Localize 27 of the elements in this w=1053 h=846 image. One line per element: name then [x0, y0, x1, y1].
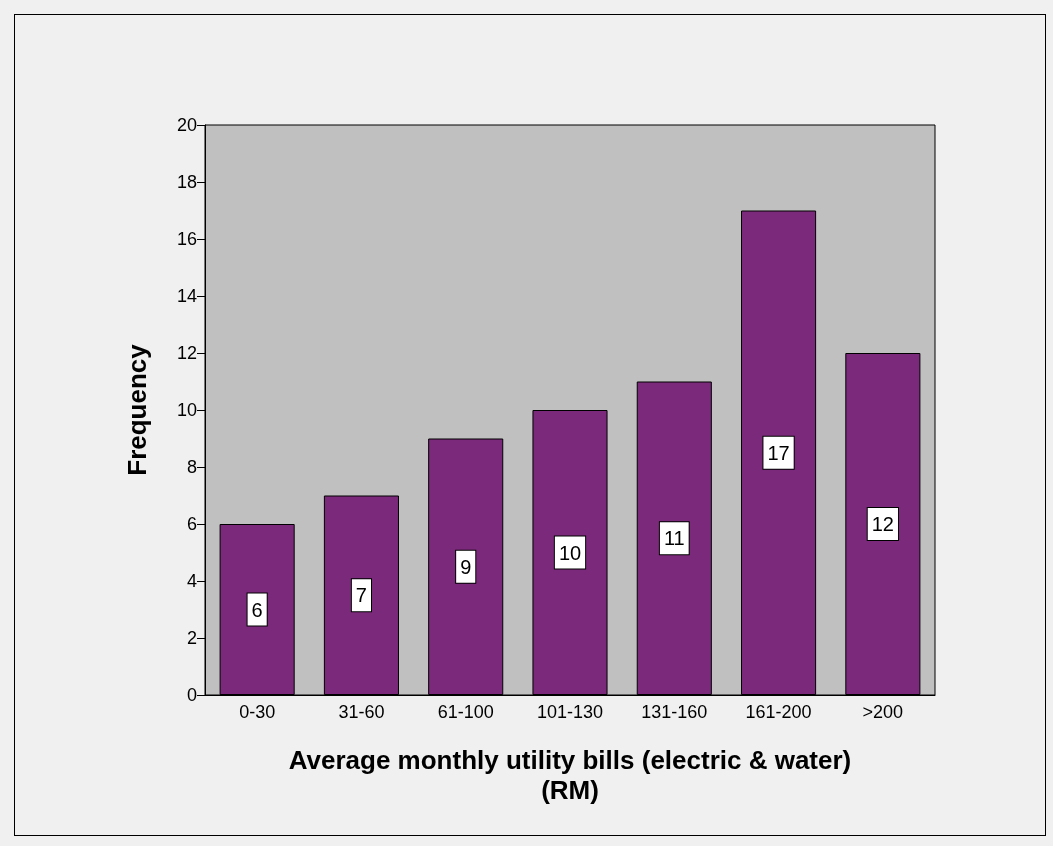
y-tick-label: 2 — [186, 628, 197, 648]
data-label: 7 — [355, 584, 367, 607]
y-tick-label: 14 — [176, 286, 197, 306]
x-tick-label: >200 — [862, 702, 904, 722]
x-tick-label: 101-130 — [536, 702, 604, 722]
x-axis-title: Average monthly utility bills (electric & water) (RM) — [288, 745, 852, 805]
y-tick-label: 12 — [176, 343, 197, 363]
y-axis-title: Frequency — [122, 343, 152, 476]
x-tick-label: 61-100 — [437, 702, 494, 722]
y-tick-label: 18 — [176, 172, 197, 192]
data-label: 17 — [767, 441, 790, 464]
y-tick-label: 6 — [186, 514, 197, 534]
y-tick-label: 8 — [186, 457, 197, 477]
data-label: 9 — [460, 555, 472, 578]
x-tick-label: 31-60 — [338, 702, 385, 722]
y-tick-label: 10 — [176, 400, 197, 420]
y-tick-label: 4 — [186, 571, 197, 591]
y-tick-label: 20 — [176, 115, 197, 135]
x-tick-label: 0-30 — [239, 702, 276, 722]
y-tick-label: 16 — [176, 229, 197, 249]
data-label: 11 — [663, 527, 685, 550]
x-tick-label: 161-200 — [745, 702, 812, 722]
x-tick-label: 131-160 — [641, 702, 708, 722]
data-label: 10 — [558, 541, 582, 564]
data-label: 12 — [871, 513, 894, 535]
y-tick-label: 0 — [186, 685, 197, 705]
data-label: 6 — [251, 598, 263, 621]
